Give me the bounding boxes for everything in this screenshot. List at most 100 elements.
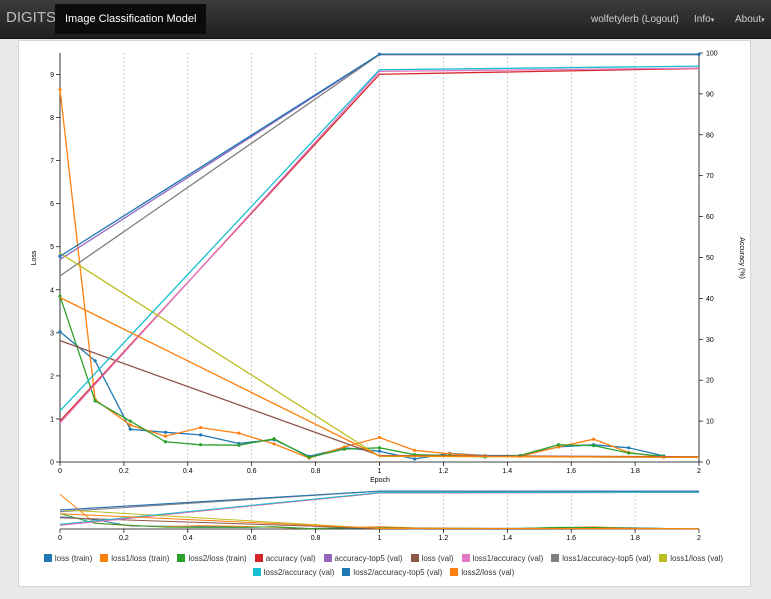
model-breadcrumb[interactable]: Image Classification Model (55, 4, 207, 34)
y-tick-label: 2 (50, 373, 54, 380)
data-point (377, 446, 382, 450)
y-tick-label: 1 (50, 416, 54, 423)
y2-tick-label: 20 (706, 378, 714, 385)
axes: 000.20.20.40.40.60.60.80.8111.21.21.41.4… (50, 51, 718, 543)
series-line (59, 296, 700, 458)
info-menu-label: Info (694, 14, 711, 25)
legend-swatch (551, 554, 560, 562)
y2-tick-label: 70 (706, 173, 714, 180)
legend-item[interactable]: loss2/loss (train) (177, 552, 247, 566)
context-x-tick-label: 1.6 (566, 535, 576, 542)
legend-item[interactable]: loss2/accuracy (val) (252, 566, 334, 580)
x-tick-label: 1.4 (502, 468, 512, 475)
context-x-tick-label: 0.8 (311, 535, 321, 542)
data-point (413, 457, 417, 461)
data-point (307, 455, 311, 459)
legend-item[interactable]: loss1/loss (train) (100, 552, 169, 566)
data-point (627, 446, 631, 450)
user-logout-link[interactable]: wolfetylerb (Logout) (591, 14, 679, 25)
y2-tick-label: 80 (706, 132, 714, 139)
about-menu[interactable]: About▾ (735, 14, 765, 25)
data-point (163, 430, 168, 434)
context-x-tick-label: 2 (697, 535, 701, 542)
legend-label: loss1/loss (train) (111, 554, 170, 563)
data-point (272, 442, 276, 446)
legend-row: loss2/accuracy (val) loss2/accuracy-top5 … (18, 566, 749, 580)
data-point (342, 447, 346, 451)
data-point (377, 52, 382, 56)
legend-label: loss1/loss (val) (670, 554, 724, 563)
legend-item[interactable]: loss1/accuracy (val) (461, 552, 543, 566)
y2-tick-label: 10 (706, 419, 714, 426)
legend-label: loss (val) (421, 554, 454, 563)
context-series-line (59, 491, 700, 525)
series-line (59, 89, 664, 459)
context-series-line (59, 513, 700, 530)
legend-label: loss2/loss (val) (461, 568, 515, 577)
legend-item[interactable]: loss2/accuracy-top5 (val) (342, 566, 442, 580)
data-point (377, 449, 382, 453)
data-point (237, 443, 241, 447)
data-point (198, 433, 203, 437)
context-x-tick-label: 1.8 (630, 535, 640, 542)
legend-label: loss2/loss (train) (188, 554, 247, 563)
data-point (697, 52, 701, 56)
main-plot-series (58, 52, 701, 461)
series-line (59, 67, 700, 424)
y-tick-label: 5 (50, 244, 54, 251)
legend-swatch (342, 568, 351, 576)
legend-item[interactable]: loss2/loss (val) (450, 566, 514, 580)
legend-swatch (254, 554, 263, 562)
legend-item[interactable]: accuracy (val) (254, 552, 316, 566)
y-tick-label: 9 (50, 72, 54, 79)
brand-logo[interactable]: DIGITS (6, 9, 57, 26)
y2-tick-label: 0 (706, 460, 710, 467)
data-point (198, 443, 203, 447)
legend-item[interactable]: loss (train) (43, 552, 92, 566)
data-point (58, 254, 62, 258)
y2-tick-label: 60 (706, 214, 714, 221)
data-point (93, 399, 97, 403)
legend-item[interactable]: loss1/loss (val) (659, 552, 723, 566)
y-tick-label: 0 (50, 460, 54, 467)
x-tick-label: 2 (697, 468, 701, 475)
navbar: DIGITS Image Classification Model wolfet… (0, 0, 771, 39)
y-tick-label: 7 (50, 158, 54, 165)
legend-swatch (252, 568, 261, 576)
legend-swatch (659, 554, 668, 562)
legend-label: loss2/accuracy-top5 (val) (353, 568, 443, 577)
data-point (198, 425, 203, 430)
data-point (128, 427, 132, 431)
y-tick-label: 4 (50, 287, 54, 294)
legend-swatch (461, 554, 470, 562)
context-series-line (59, 494, 664, 530)
x-tick-label: 1.6 (566, 468, 576, 475)
legend-swatch (177, 554, 186, 562)
chart-legend: loss (train) loss1/loss (train) loss2/loss… (18, 552, 749, 580)
context-x-tick-label: 1.2 (439, 535, 449, 542)
chevron-down-icon: ▾ (710, 17, 715, 24)
x-gridlines (123, 53, 636, 529)
legend-label: accuracy (val) (265, 554, 316, 563)
y2-tick-label: 40 (706, 296, 714, 303)
series-line (59, 295, 664, 458)
y2-tick-label: 50 (706, 255, 714, 262)
data-point (58, 87, 62, 92)
info-menu[interactable]: Info▾ (694, 14, 714, 25)
legend-item[interactable]: loss1/accuracy-top5 (val) (551, 552, 651, 566)
x-axis-label: Epoch (370, 477, 390, 484)
x-tick-label: 0 (58, 468, 62, 475)
context-series-line (59, 490, 699, 511)
legend-item[interactable]: accuracy-top5 (val) (323, 552, 403, 566)
x-tick-label: 1.2 (439, 468, 449, 475)
y-axis-label: Loss (31, 250, 38, 265)
legend-swatch (43, 554, 52, 562)
context-x-tick-label: 0.4 (183, 535, 193, 542)
x-tick-label: 1 (378, 468, 382, 475)
x-tick-label: 0.4 (183, 468, 193, 475)
context-x-tick-label: 0 (58, 535, 62, 542)
legend-label: loss1/accuracy-top5 (val) (562, 554, 652, 563)
legend-item[interactable]: loss (val) (410, 552, 454, 566)
data-point (556, 443, 561, 447)
